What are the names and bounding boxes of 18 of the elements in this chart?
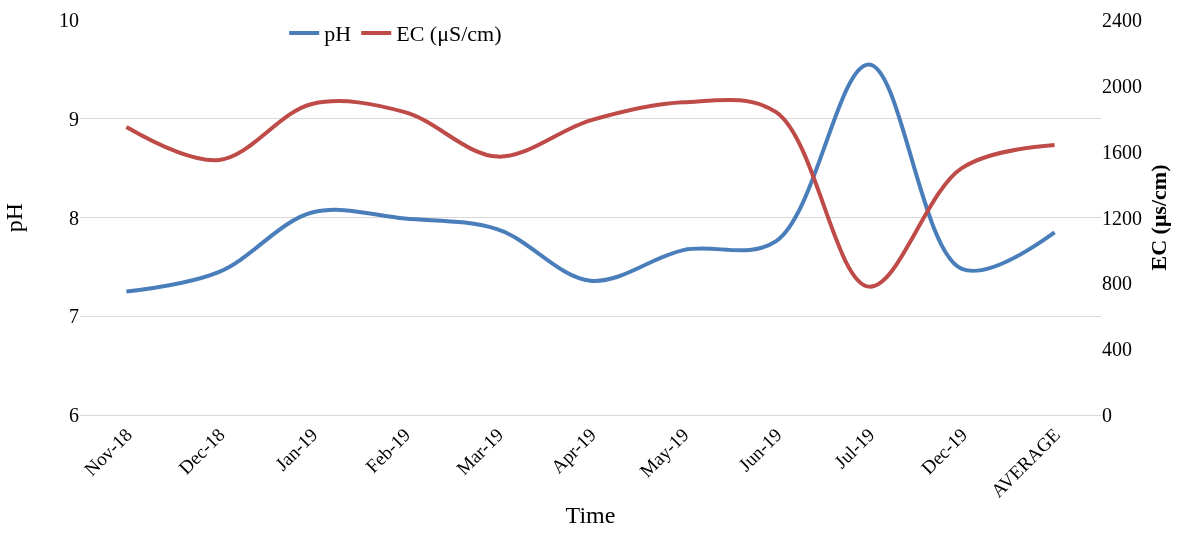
y2-tick-label: 800 xyxy=(1102,272,1132,295)
y2-tick-label: 2000 xyxy=(1102,74,1142,97)
y2-tick-label: 400 xyxy=(1102,338,1132,361)
x-axis-title: Time xyxy=(565,501,616,528)
y-tick-label: 8 xyxy=(69,206,79,229)
y2-axis-title: EC (μs/cm) xyxy=(1146,164,1171,271)
y-tick-label: 7 xyxy=(69,305,79,328)
y2-tick-label: 1600 xyxy=(1102,140,1142,163)
y-axis-title: pH xyxy=(1,202,27,233)
line-series xyxy=(124,62,1057,294)
y-tick-label: 9 xyxy=(69,107,79,130)
y2-tick-label: 1200 xyxy=(1102,206,1142,229)
legend-label: EC (μS/cm) xyxy=(396,21,502,47)
y-tick-label: 6 xyxy=(69,404,79,426)
y2-tick-label: 0 xyxy=(1102,404,1112,426)
y-tick-label: 10 xyxy=(59,9,79,31)
y2-tick-label: 2400 xyxy=(1102,9,1142,31)
legend-label: pH xyxy=(324,21,352,47)
